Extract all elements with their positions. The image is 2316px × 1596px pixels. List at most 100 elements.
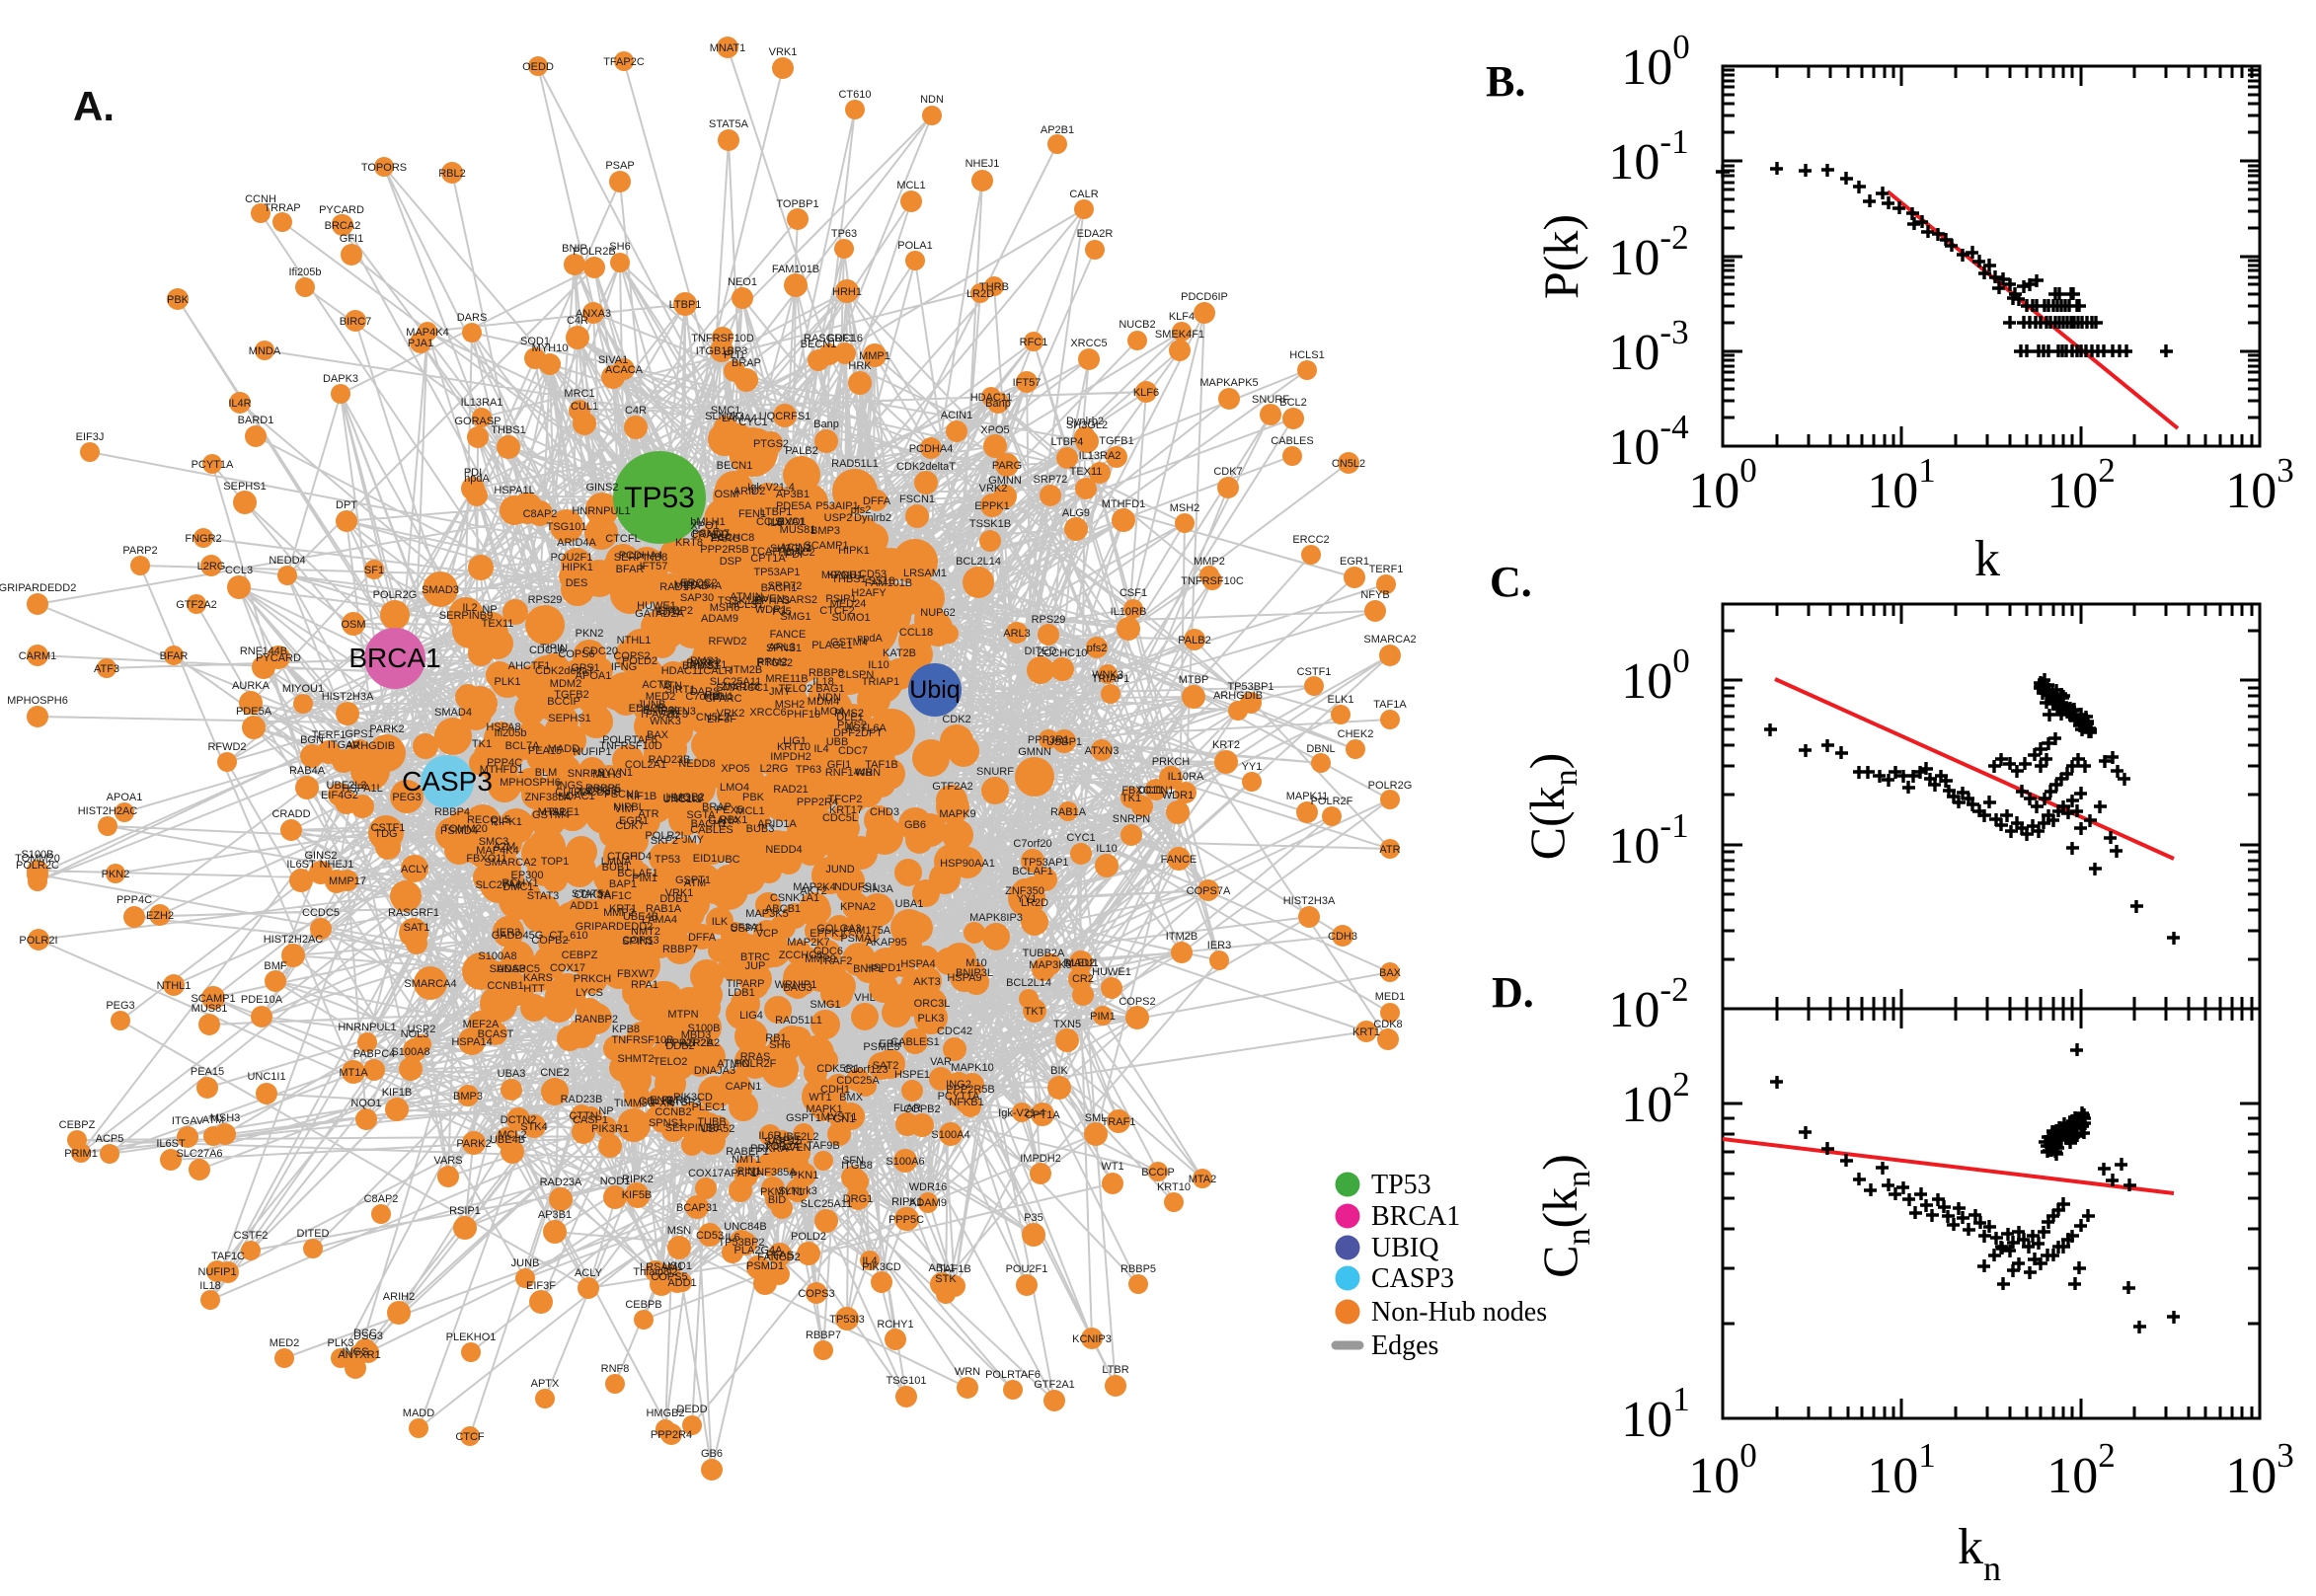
- svg-text:NDN: NDN: [817, 692, 841, 704]
- svg-text:BNIPL: BNIPL: [853, 963, 885, 975]
- svg-text:MTHFD1: MTHFD1: [480, 764, 524, 776]
- svg-text:SARS2: SARS2: [782, 594, 817, 606]
- svg-text:BFAR: BFAR: [160, 650, 189, 662]
- svg-text:GMNN: GMNN: [1018, 746, 1051, 758]
- svg-text:CDK2deltaT: CDK2deltaT: [896, 461, 956, 473]
- svg-text:BUB1: BUB1: [602, 862, 631, 874]
- svg-text:CYC1: CYC1: [1066, 832, 1095, 844]
- svg-text:PLK3: PLK3: [918, 1013, 945, 1025]
- svg-text:NDN: NDN: [920, 94, 944, 106]
- svg-text:C4R: C4R: [625, 405, 647, 417]
- svg-text:S100A8: S100A8: [391, 1046, 429, 1058]
- svg-text:TOP1: TOP1: [541, 856, 570, 868]
- svg-text:GFI1: GFI1: [827, 759, 851, 771]
- svg-text:MAPK10: MAPK10: [951, 1062, 993, 1074]
- svg-text:BRCA1: BRCA1: [348, 643, 440, 673]
- svg-text:RFWD2: RFWD2: [708, 636, 746, 647]
- svg-text:PARC: PARC: [661, 1095, 691, 1106]
- svg-text:ADAM9: ADAM9: [909, 1197, 947, 1209]
- svg-text:RAD23B: RAD23B: [649, 754, 691, 766]
- svg-text:GB6: GB6: [701, 1448, 723, 1460]
- svg-text:ITGAV: ITGAV: [172, 1115, 204, 1127]
- svg-text:MMP2: MMP2: [1194, 556, 1225, 568]
- svg-text:HSPA8: HSPA8: [486, 722, 520, 733]
- svg-text:EXO1: EXO1: [777, 516, 806, 528]
- svg-text:MMP1: MMP1: [859, 350, 890, 362]
- svg-text:BNIP3L: BNIP3L: [956, 967, 993, 979]
- svg-text:PFAS: PFAS: [766, 1250, 794, 1261]
- svg-text:RBX1: RBX1: [720, 814, 748, 826]
- svg-text:Banp: Banp: [813, 418, 839, 430]
- svg-text:MAP4K4: MAP4K4: [406, 327, 448, 339]
- svg-text:WNK3: WNK3: [1092, 669, 1123, 681]
- svg-text:TP53AP1: TP53AP1: [1022, 857, 1068, 869]
- svg-text:TK1: TK1: [472, 738, 492, 750]
- svg-text:k: k: [1974, 531, 2000, 587]
- svg-text:HCLS1: HCLS1: [729, 599, 763, 611]
- svg-text:CTCF2: CTCF2: [819, 605, 854, 617]
- svg-text:MDM2: MDM2: [550, 678, 581, 690]
- svg-text:RIPK1: RIPK1: [891, 1196, 923, 1208]
- svg-text:CCNH: CCNH: [245, 193, 276, 205]
- svg-text:POLA1: POLA1: [897, 240, 932, 252]
- svg-text:TNFRSF10D: TNFRSF10D: [599, 740, 662, 752]
- svg-text:USO1: USO1: [662, 1260, 692, 1272]
- svg-text:VHL: VHL: [854, 992, 875, 1004]
- svg-text:MCL1: MCL1: [735, 805, 764, 817]
- svg-text:FANCE: FANCE: [770, 629, 807, 641]
- svg-text:COPS3: COPS3: [622, 935, 658, 947]
- svg-text:THBS1: THBS1: [831, 573, 866, 585]
- svg-text:PRTN3: PRTN3: [660, 706, 696, 718]
- svg-text:KRT2: KRT2: [1212, 739, 1240, 751]
- svg-text:KRT1: KRT1: [1352, 1026, 1380, 1038]
- svg-text:BIK: BIK: [1050, 1065, 1068, 1077]
- svg-text:CDC5L: CDC5L: [822, 812, 858, 824]
- svg-text:SMC1: SMC1: [711, 405, 741, 417]
- svg-text:M10: M10: [965, 957, 986, 969]
- svg-text:CSF1: CSF1: [1119, 587, 1147, 599]
- svg-text:RB1: RB1: [765, 1032, 786, 1044]
- svg-text:HIPK1: HIPK1: [838, 545, 870, 557]
- svg-text:THRB: THRB: [979, 281, 1009, 293]
- svg-text:LR2D: LR2D: [1021, 897, 1048, 909]
- svg-text:PPP2R4: PPP2R4: [797, 797, 838, 808]
- svg-text:POU2F1: POU2F1: [551, 552, 593, 564]
- svg-text:DAPK3: DAPK3: [323, 373, 358, 385]
- svg-text:RSIP1: RSIP1: [449, 1205, 481, 1217]
- svg-text:STAT5A: STAT5A: [709, 118, 749, 130]
- svg-text:RABEP1: RABEP1: [726, 1146, 768, 1158]
- svg-text:SIVA1: SIVA1: [775, 516, 805, 528]
- svg-text:ZNF385A: ZNF385A: [749, 1167, 797, 1178]
- svg-text:RAD51L1: RAD51L1: [831, 458, 879, 470]
- svg-text:Ifi205b: Ifi205b: [288, 266, 321, 278]
- svg-text:FAM101B: FAM101B: [865, 577, 912, 589]
- svg-text:PIN1: PIN1: [737, 1166, 761, 1178]
- svg-text:WRNIP1: WRNIP1: [775, 979, 817, 991]
- svg-text:MAPKAPK5: MAPKAPK5: [1199, 377, 1258, 389]
- svg-text:CDH1: CDH1: [820, 1084, 850, 1096]
- svg-text:TAF9B: TAF9B: [807, 1140, 839, 1152]
- svg-text:MUS81: MUS81: [192, 1003, 228, 1015]
- svg-text:CCL18: CCL18: [639, 1096, 672, 1107]
- svg-text:RRM2: RRM2: [756, 656, 787, 668]
- svg-text:MTA1: MTA1: [538, 806, 567, 818]
- svg-text:CDH3: CDH3: [1328, 931, 1357, 943]
- svg-text:HSPD1: HSPD1: [866, 962, 902, 974]
- svg-text:PLA2G4A: PLA2G4A: [734, 1245, 784, 1256]
- svg-text:ATF3: ATF3: [662, 709, 688, 721]
- svg-text:PPP4C: PPP4C: [487, 757, 522, 769]
- svg-text:BIRC7: BIRC7: [340, 316, 371, 328]
- svg-text:PHF10: PHF10: [787, 709, 820, 721]
- svg-text:BCCIP: BCCIP: [547, 696, 580, 708]
- svg-text:MAP2K7: MAP2K7: [787, 937, 829, 949]
- svg-text:npdA: npdA: [857, 633, 883, 645]
- svg-text:MMP17: MMP17: [329, 875, 366, 887]
- svg-text:LR2D: LR2D: [966, 288, 994, 300]
- svg-text:SMEK4F1: SMEK4F1: [1155, 329, 1204, 341]
- svg-text:TNFRSF10C: TNFRSF10C: [1181, 575, 1244, 587]
- svg-text:IFNG: IFNG: [611, 661, 637, 673]
- svg-text:POLR2G: POLR2G: [1368, 780, 1413, 792]
- svg-text:SKP2: SKP2: [651, 835, 678, 847]
- svg-text:CDK8: CDK8: [1373, 1019, 1402, 1030]
- svg-text:MTHFD1: MTHFD1: [1102, 498, 1146, 510]
